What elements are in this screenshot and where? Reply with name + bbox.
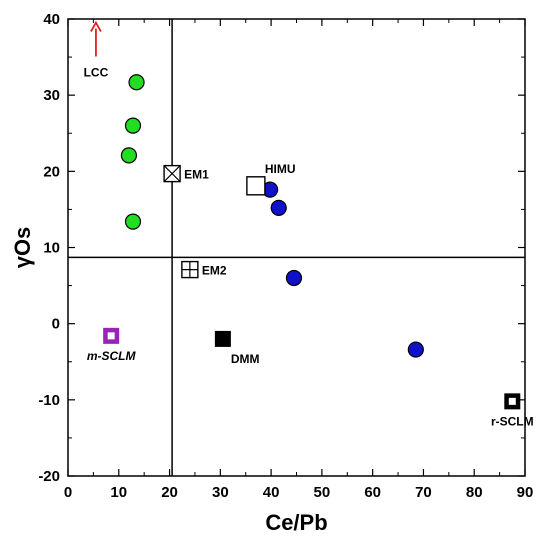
marks-layer: EM1 HIMU EM2 DMM m-SCLM r-SCLM LCC: [84, 20, 534, 428]
y-tick-label: -20: [38, 468, 60, 485]
axes-layer: 0 10 20 30 40 50 60 70 80 90 -20 -10 0 10 20 30 40: [38, 11, 533, 501]
data-point: [270, 199, 287, 216]
x-tick-label: 60: [364, 484, 381, 501]
y-tick-label: 40: [43, 11, 60, 28]
x-tick-label: 0: [64, 484, 72, 501]
end-member-label: DMM: [231, 352, 260, 366]
x-tick-label: 20: [161, 484, 178, 501]
lcc-label: LCC: [84, 66, 109, 80]
end-member-label: r-SCLM: [491, 414, 534, 428]
lcc-arrow-head: [90, 20, 102, 33]
data-point: [285, 269, 303, 287]
end-member-marker: [214, 330, 231, 347]
x-tick-label: 80: [466, 484, 483, 501]
y-tick-label: 30: [43, 87, 60, 104]
end-member-marker-inner: [107, 332, 115, 340]
end-member-label: HIMU: [265, 162, 296, 176]
x-tick-label: 10: [110, 484, 127, 501]
end-member-label: EM2: [202, 264, 227, 278]
data-point: [124, 117, 142, 134]
data-point: [407, 341, 424, 358]
y-tick-label: 10: [43, 240, 60, 257]
x-tick-label: 50: [314, 484, 331, 501]
y-tick-label: 20: [43, 163, 60, 180]
x-tick-label: 70: [415, 484, 432, 501]
x-tick-label: 40: [263, 484, 280, 501]
data-point: [128, 74, 145, 91]
x-tick-label: 90: [517, 484, 534, 501]
end-member-label: m-SCLM: [87, 349, 137, 363]
end-member-label: EM1: [184, 168, 209, 182]
x-tick-label: 30: [212, 484, 229, 501]
y-tick-label: 0: [52, 316, 60, 333]
end-member-marker-inner: [508, 397, 516, 405]
data-point: [124, 213, 142, 230]
y-axis-title: γOs: [10, 227, 35, 269]
data-point: [120, 147, 138, 164]
end-member-marker-cross: [163, 165, 181, 183]
y-tick-label: -10: [38, 392, 60, 409]
x-axis-title: Ce/Pb: [265, 510, 327, 535]
end-member-marker: [246, 176, 266, 196]
